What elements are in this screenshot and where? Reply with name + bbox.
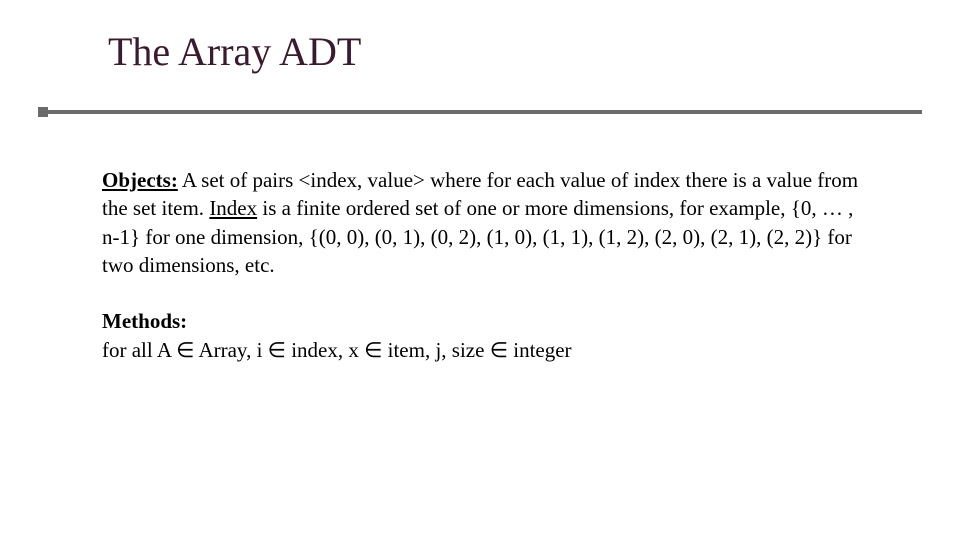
index-word: Index [209, 196, 257, 220]
title-rule [38, 110, 922, 114]
objects-paragraph: Objects: A set of pairs <index, value> w… [102, 166, 862, 279]
slide: The Array ADT Objects: A set of pairs <i… [0, 0, 960, 540]
objects-label: Objects: [102, 168, 178, 192]
methods-label: Methods: [102, 309, 187, 333]
slide-body: Objects: A set of pairs <index, value> w… [102, 166, 862, 364]
slide-title: The Array ADT [108, 28, 361, 75]
methods-paragraph: Methods: for all A ∈ Array, i ∈ index, x… [102, 307, 862, 364]
methods-text: for all A ∈ Array, i ∈ index, x ∈ item, … [102, 338, 572, 362]
